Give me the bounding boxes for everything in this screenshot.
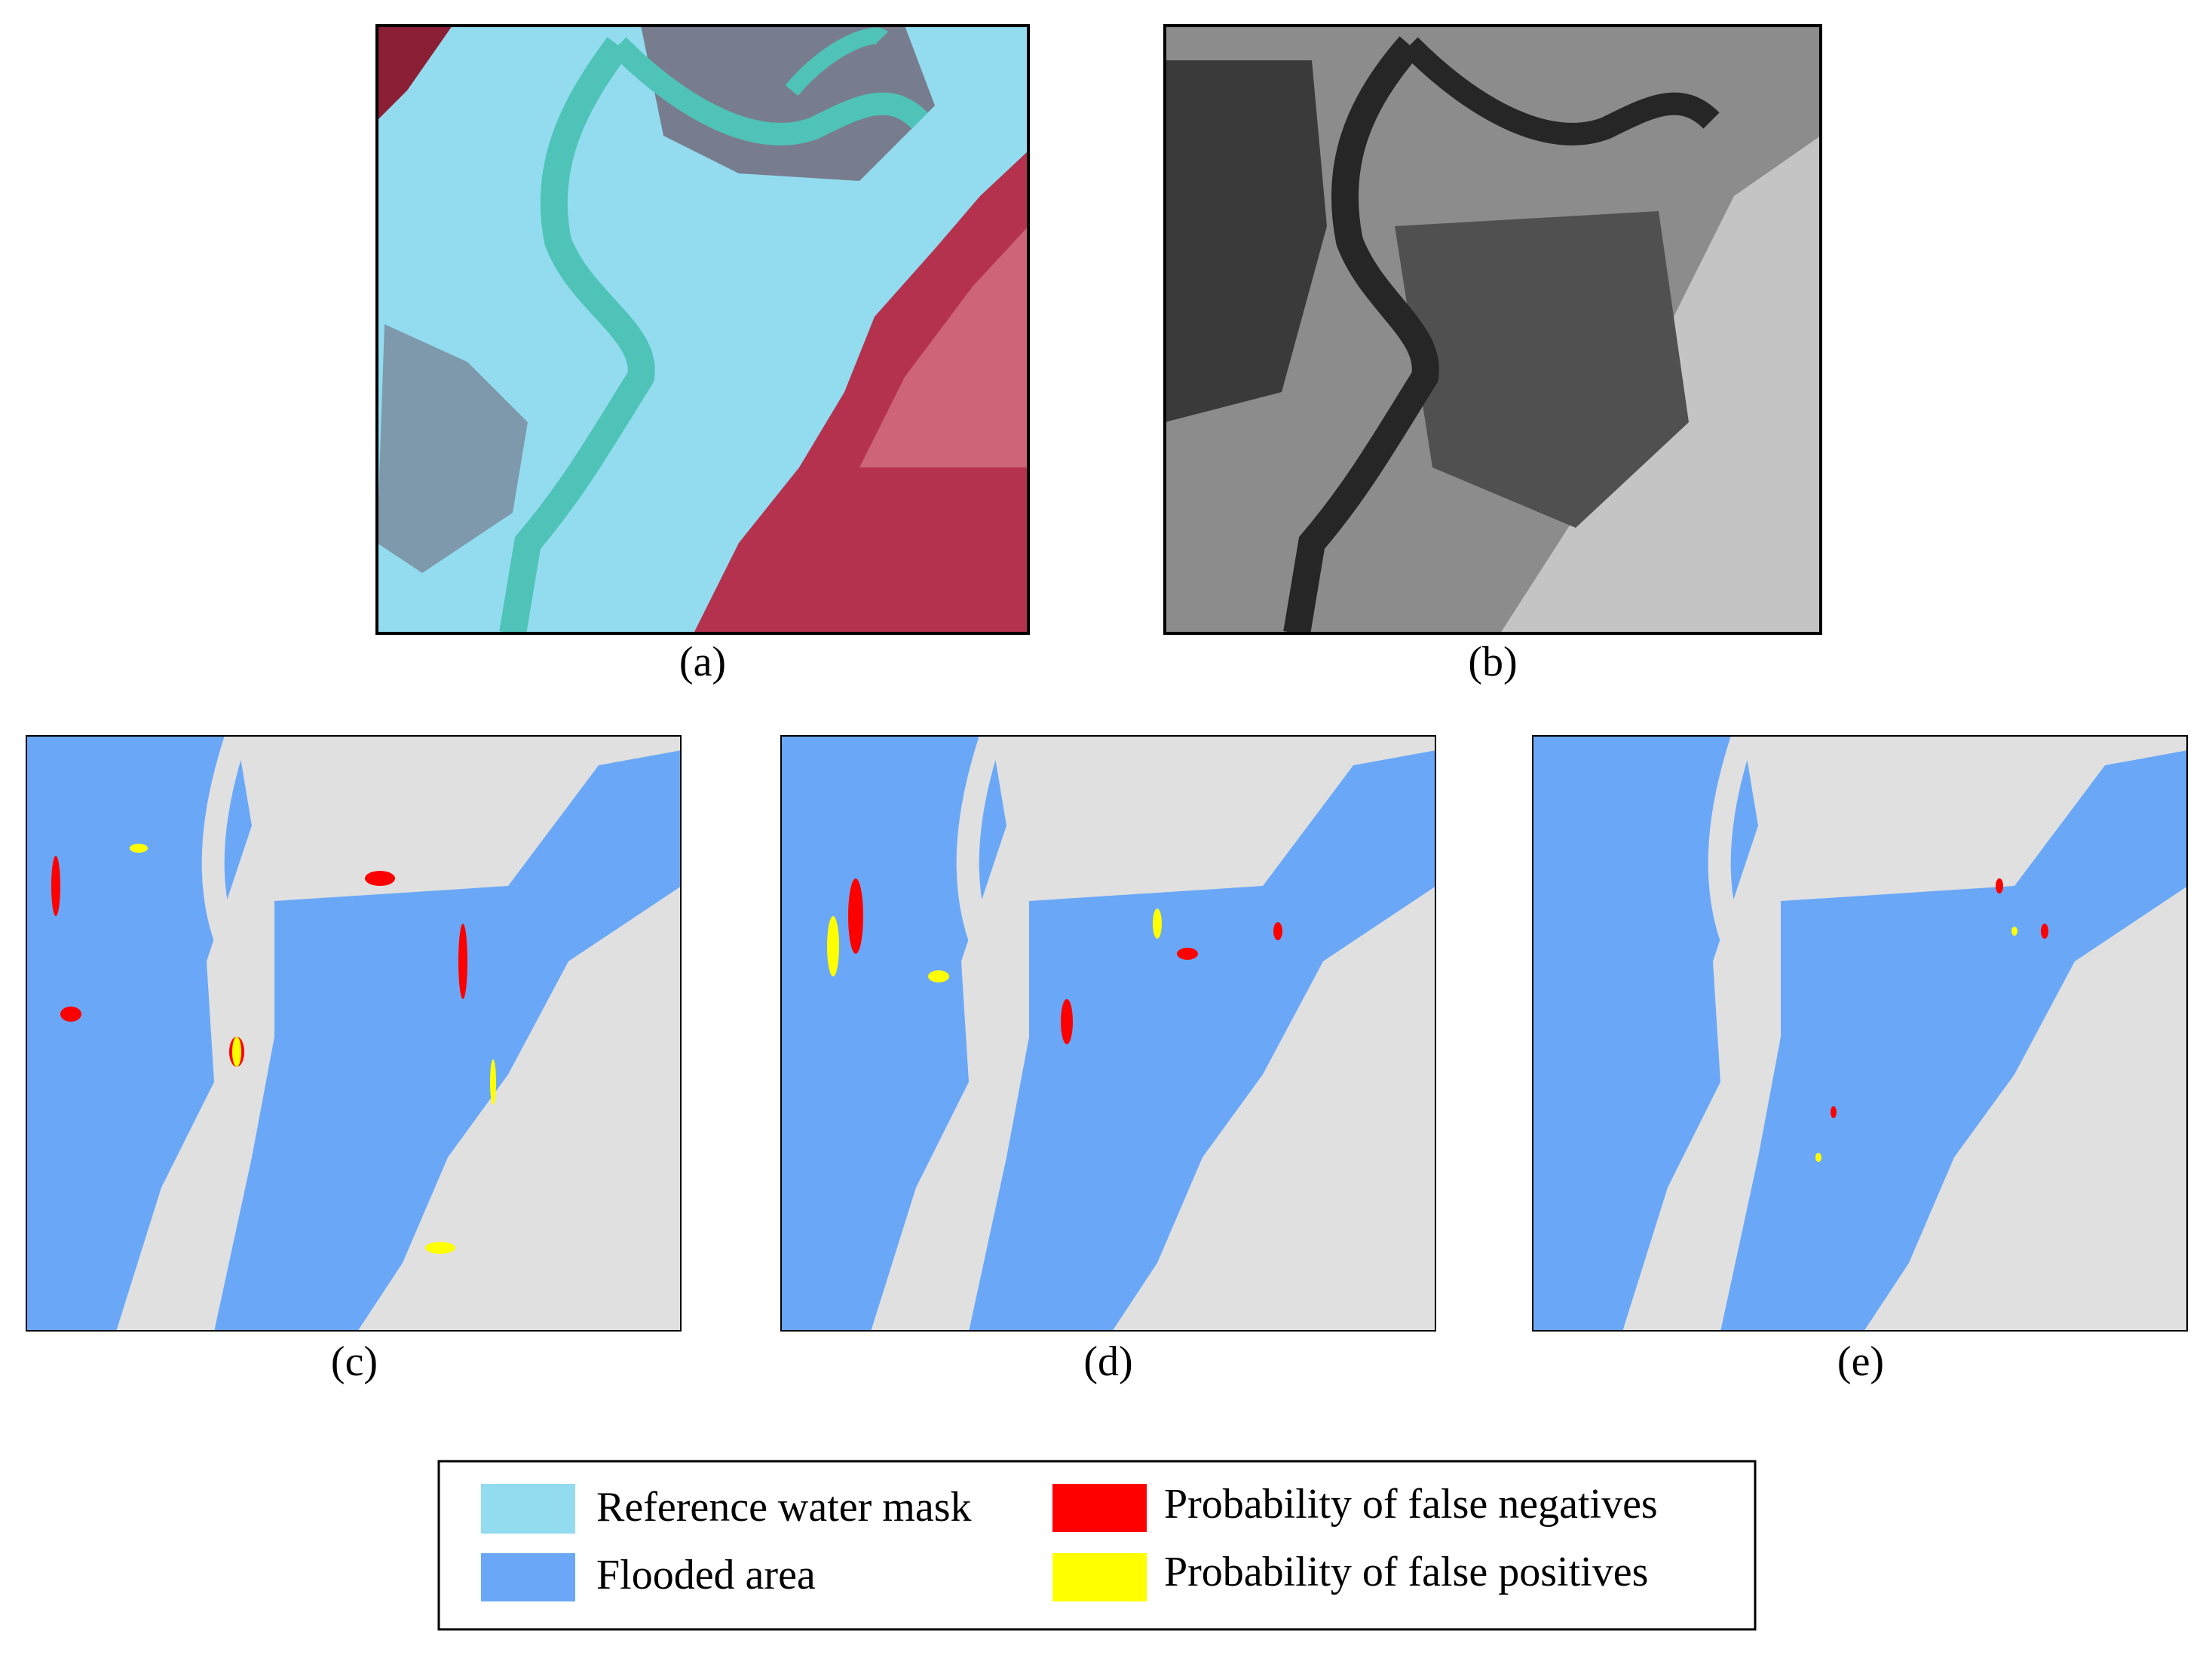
- panel-label: (c): [331, 1338, 378, 1385]
- flood-map: [26, 735, 682, 1332]
- flood-map: [780, 735, 1436, 1332]
- flooded-area: [780, 735, 1006, 1332]
- false-negative: [1273, 922, 1282, 940]
- river: [983, 735, 1346, 826]
- flooded-area: [1720, 750, 2188, 1332]
- legend-swatch: [481, 1484, 575, 1534]
- panel-a-frame: [375, 24, 1030, 635]
- false-positive: [425, 1242, 455, 1254]
- flooded-area: [969, 750, 1436, 1332]
- false-positive: [490, 1059, 496, 1105]
- false-positive: [827, 916, 839, 976]
- flooded-area: [1532, 735, 1758, 1332]
- false-negative: [1177, 948, 1198, 960]
- false-negative: [2041, 924, 2048, 939]
- false-positive: [928, 970, 949, 982]
- panel-label: (d): [1083, 1338, 1132, 1385]
- panel-b-frame: [1163, 24, 1822, 635]
- false-positive: [232, 1037, 241, 1067]
- false-negative: [1061, 999, 1073, 1044]
- legend-label: Reference water mask: [596, 1484, 972, 1531]
- flood-map: [1532, 735, 2188, 1332]
- flooded-area: [26, 735, 252, 1332]
- false-positive: [1815, 1153, 1821, 1162]
- legend-swatch: [1052, 1484, 1147, 1532]
- panel-b-image: [1165, 26, 1821, 633]
- river: [228, 735, 591, 826]
- legend-label: Probability of false negatives: [1164, 1481, 1658, 1528]
- false-negative: [60, 1007, 81, 1022]
- legend-swatch: [1052, 1553, 1147, 1601]
- false-negative: [51, 856, 60, 916]
- false-negative: [1996, 878, 2003, 893]
- river: [890, 735, 1024, 1332]
- false-negative: [1831, 1106, 1837, 1118]
- panel-a-image: [377, 26, 1028, 633]
- panel-label: (e): [1837, 1338, 1884, 1385]
- false-positive: [130, 844, 148, 853]
- panel-label: (a): [679, 639, 726, 685]
- false-negative: [365, 871, 395, 886]
- panel-label: (b): [1468, 639, 1517, 685]
- legend-swatch: [481, 1553, 575, 1601]
- false-negative: [458, 924, 467, 999]
- false-positive: [2011, 927, 2017, 936]
- flooded-area: [214, 750, 682, 1332]
- legend-label: Probability of false positives: [1164, 1549, 1648, 1595]
- river: [135, 735, 269, 1332]
- false-negative: [848, 878, 863, 954]
- legend-label: Flooded area: [596, 1552, 816, 1598]
- river: [1641, 735, 1775, 1332]
- false-positive: [1153, 909, 1162, 939]
- river: [1735, 735, 2097, 826]
